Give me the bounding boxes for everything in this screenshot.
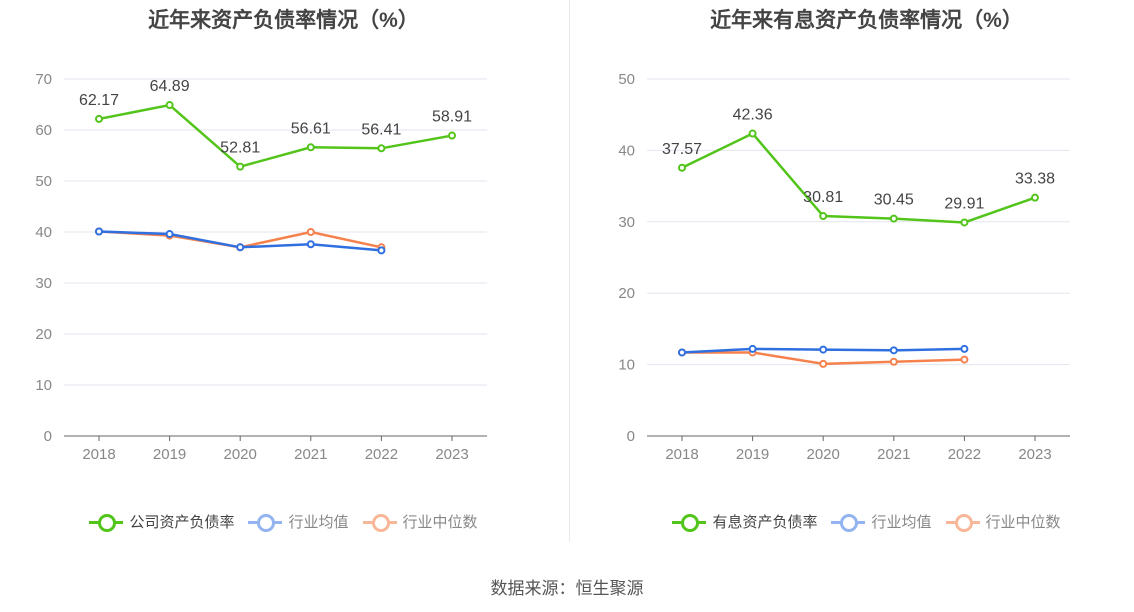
data-point [960, 218, 969, 227]
data-point [165, 230, 174, 239]
chart-title: 近年来有息资产负债率情况（%） [710, 9, 1023, 32]
legend-label: 公司资产负债率 [129, 514, 235, 531]
legend: 有息资产负债率 行业均值 行业中位数 [583, 511, 1134, 532]
x-tick-label: 2019 [736, 446, 769, 463]
x-tick-label: 2022 [948, 446, 981, 463]
legend-marker-icon [362, 512, 397, 532]
data-label: 29.91 [944, 195, 984, 212]
data-label: 30.45 [874, 192, 914, 209]
x-tick-label: 2020 [807, 446, 840, 463]
data-point [377, 144, 386, 153]
data-point [306, 240, 315, 249]
x-tick-label: 2021 [877, 446, 910, 463]
data-point [165, 101, 174, 110]
data-point [1031, 193, 1039, 202]
data-point [748, 129, 757, 138]
y-tick-label: 30 [35, 275, 52, 292]
y-tick-label: 0 [627, 428, 635, 445]
data-point [678, 348, 686, 357]
x-tick-label: 2022 [365, 446, 398, 463]
data-label: 62.17 [79, 92, 119, 109]
data-label: 58.91 [432, 109, 472, 126]
legend-marker-icon [672, 512, 707, 532]
y-tick-label: 60 [35, 122, 52, 139]
data-point [95, 114, 103, 123]
data-point [819, 359, 828, 368]
data-point [960, 344, 969, 353]
legend-label: 行业均值 [871, 514, 932, 531]
legend: 公司资产负债率 行业均值 行业中位数 [0, 511, 567, 532]
divider [569, 0, 570, 542]
legend-item[interactable]: 有息资产负债率 [672, 511, 817, 532]
legend-marker-icon [89, 512, 124, 532]
data-point [236, 243, 245, 252]
legend-label: 行业中位数 [402, 514, 478, 531]
x-tick-label: 2018 [82, 446, 115, 463]
legend-label: 行业中位数 [985, 514, 1061, 531]
x-tick-label: 2023 [435, 446, 468, 463]
data-label: 64.89 [150, 78, 190, 95]
data-point [678, 163, 686, 172]
x-tick-label: 2018 [665, 446, 698, 463]
legend-item[interactable]: 公司资产负债率 [89, 511, 234, 532]
data-label: 33.38 [1015, 171, 1055, 188]
y-tick-label: 20 [35, 326, 52, 343]
x-tick-label: 2019 [153, 446, 186, 463]
data-label: 56.41 [361, 121, 401, 138]
y-tick-label: 10 [35, 377, 52, 394]
legend-item[interactable]: 行业中位数 [945, 511, 1061, 532]
legend-marker-icon [248, 512, 283, 532]
legend-marker-icon [945, 512, 980, 532]
data-point [819, 345, 828, 354]
data-point [306, 228, 315, 236]
chart-left: 近年来资产负债率情况（%） 0 10 20 30 40 50 60 70 2018 2019 202… [0, 0, 567, 560]
y-tick-label: 20 [618, 285, 635, 302]
data-point [377, 246, 386, 255]
chart-plot: 0 10 20 30 40 50 2018 2019 2020 2021 2022 2023 37.57… [618, 71, 1070, 463]
data-point [819, 212, 828, 221]
x-tick-label: 2021 [294, 446, 327, 463]
legend-label: 有息资产负债率 [712, 514, 818, 531]
data-label: 56.61 [291, 120, 331, 137]
y-tick-label: 30 [618, 214, 635, 231]
data-point [95, 227, 103, 236]
series-line [98, 103, 453, 169]
chart-plot: 0 10 20 30 40 50 60 70 2018 2019 2020 2021 2022 2023 6… [35, 71, 487, 463]
data-point [960, 355, 969, 364]
x-tick-label: 2023 [1018, 446, 1051, 463]
series-line [681, 132, 1036, 224]
y-tick-label: 0 [44, 428, 52, 445]
data-point [889, 357, 898, 366]
data-label: 52.81 [220, 140, 260, 157]
y-tick-label: 40 [35, 224, 52, 241]
data-point [236, 162, 245, 171]
chart-title: 近年来资产负债率情况（%） [148, 9, 419, 32]
legend-marker-icon [831, 512, 866, 532]
data-point [889, 346, 898, 355]
data-point [889, 214, 898, 223]
data-point [748, 344, 757, 353]
data-point [448, 131, 456, 140]
data-label: 30.81 [803, 189, 843, 206]
legend-item[interactable]: 行业均值 [248, 511, 349, 532]
data-point [306, 143, 315, 152]
y-tick-label: 70 [35, 71, 52, 88]
x-tick-label: 2020 [224, 446, 257, 463]
y-tick-label: 10 [618, 357, 635, 374]
legend-item[interactable]: 行业中位数 [362, 511, 478, 532]
source-note: 数据来源：恒生聚源 [490, 579, 644, 598]
y-tick-label: 50 [35, 173, 52, 190]
legend-label: 行业均值 [288, 514, 349, 531]
y-tick-label: 50 [618, 71, 635, 88]
y-tick-label: 40 [618, 142, 635, 159]
chart-right: 近年来有息资产负债率情况（%） 0 10 20 30 40 50 2018 2019 2020 2… [583, 0, 1134, 560]
data-label: 37.57 [662, 141, 702, 158]
legend-item[interactable]: 行业均值 [831, 511, 932, 532]
data-label: 42.36 [733, 107, 773, 124]
